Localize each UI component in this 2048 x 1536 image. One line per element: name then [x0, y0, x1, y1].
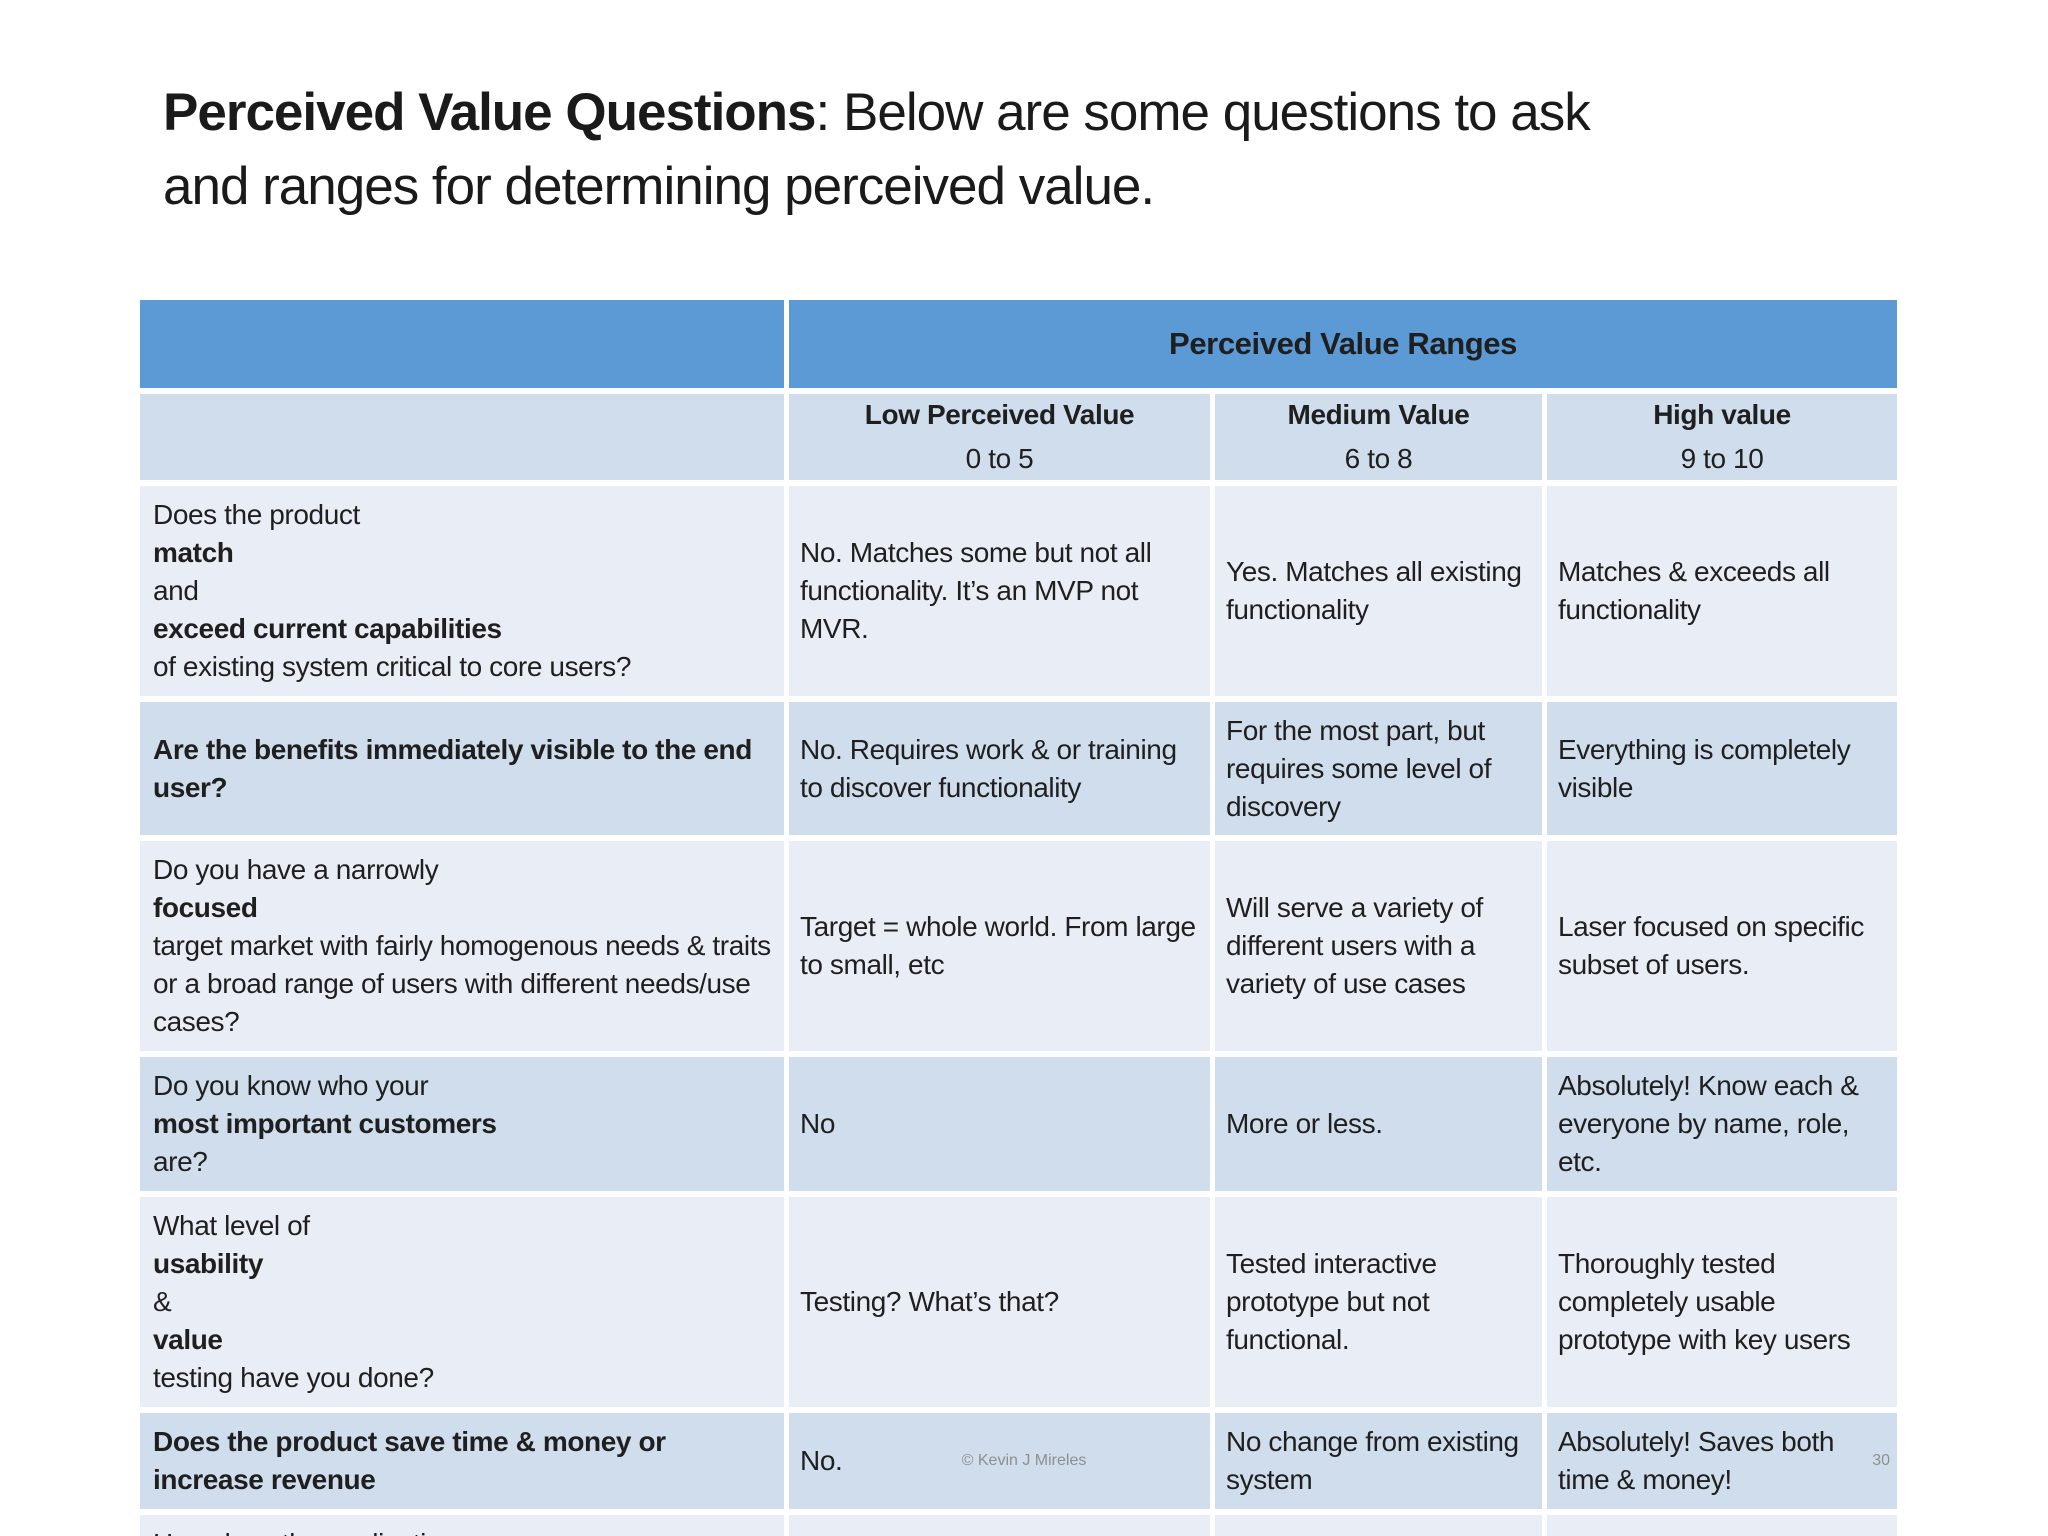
- medium-value-cell: Tested interactive prototype but not fun…: [1215, 1197, 1542, 1407]
- medium-value-cell: No change from existing system: [1215, 1413, 1542, 1509]
- footer-copyright: © Kevin J Mireles: [961, 1452, 1087, 1469]
- high-value-cell: Absolutely! Saves both time & money!: [1547, 1413, 1897, 1509]
- subheader-low: Low Perceived Value 0 to 5: [789, 394, 1210, 480]
- medium-value-cell: More or less.: [1215, 1057, 1542, 1191]
- high-value-cell: Thoroughly tested completely usable prot…: [1547, 1197, 1897, 1407]
- subheader-medium-range: 6 to 8: [1344, 443, 1413, 474]
- slide-title: Perceived Value Questions: Below are som…: [163, 76, 1883, 224]
- question-cell: Do you have a narrowly focused target ma…: [140, 841, 784, 1051]
- high-value-cell: Everything is completely visible: [1547, 702, 1897, 835]
- high-value-cell: Laser focused on specific subset of user…: [1547, 841, 1897, 1051]
- low-value-cell: No. Matches some but not all functionali…: [789, 486, 1210, 696]
- low-value-cell: Negatively impacts or no alignment to ex…: [789, 1515, 1210, 1536]
- table-corner-cell: [140, 300, 784, 388]
- subheader-medium-label: Medium Value: [1287, 399, 1470, 430]
- title-line2: and ranges for determining perceived val…: [163, 157, 1155, 216]
- subheader-high-range: 9 to 10: [1680, 443, 1764, 474]
- group-header-label: Perceived Value Ranges: [1169, 326, 1517, 361]
- question-cell: How does the application impact key cust…: [140, 1515, 784, 1536]
- question-cell: Do you know who your most important cust…: [140, 1057, 784, 1191]
- low-value-cell: No: [789, 1057, 1210, 1191]
- low-value-cell: No. Requires work & or training to disco…: [789, 702, 1210, 835]
- low-value-cell: Target = whole world. From large to smal…: [789, 841, 1210, 1051]
- title-rest: : Below are some questions to ask: [815, 83, 1591, 142]
- question-cell: Does the product match and exceed curren…: [140, 486, 784, 696]
- high-value-cell: Absolutely! Know each & everyone by name…: [1547, 1057, 1897, 1191]
- perceived-value-table: Perceived Value Ranges Low Perceived Val…: [140, 300, 1897, 1536]
- subheader-low-label: Low Perceived Value: [864, 399, 1135, 430]
- high-value-cell: Matches & exceeds all functionality: [1547, 486, 1897, 696]
- subheader-medium: Medium Value 6 to 8: [1215, 394, 1542, 480]
- question-cell: What level of usability & value testing …: [140, 1197, 784, 1407]
- question-cell: Are the benefits immediately visible to …: [140, 702, 784, 835]
- question-cell: Does the product save time & money or in…: [140, 1413, 784, 1509]
- medium-value-cell: For the most part, but requires some lev…: [1215, 702, 1542, 835]
- subheader-high: High value 9 to 10: [1547, 394, 1897, 480]
- title-bold-lead: Perceived Value Questions: [163, 83, 817, 142]
- high-value-cell: Aligned to key goals, e.g. closing new s…: [1547, 1515, 1897, 1536]
- subheader-low-range: 0 to 5: [965, 443, 1034, 474]
- medium-value-cell: Somewhat, but not directly.: [1215, 1515, 1542, 1536]
- medium-value-cell: Will serve a variety of different users …: [1215, 841, 1542, 1051]
- subheader-high-label: High value: [1653, 399, 1791, 430]
- low-value-cell: No.: [789, 1413, 1210, 1509]
- page-number: 30: [1872, 1452, 1890, 1469]
- group-header-cell: Perceived Value Ranges: [789, 300, 1897, 388]
- subheader-empty-cell: [140, 394, 784, 480]
- low-value-cell: Testing? What’s that?: [789, 1197, 1210, 1407]
- medium-value-cell: Yes. Matches all existing functionality: [1215, 486, 1542, 696]
